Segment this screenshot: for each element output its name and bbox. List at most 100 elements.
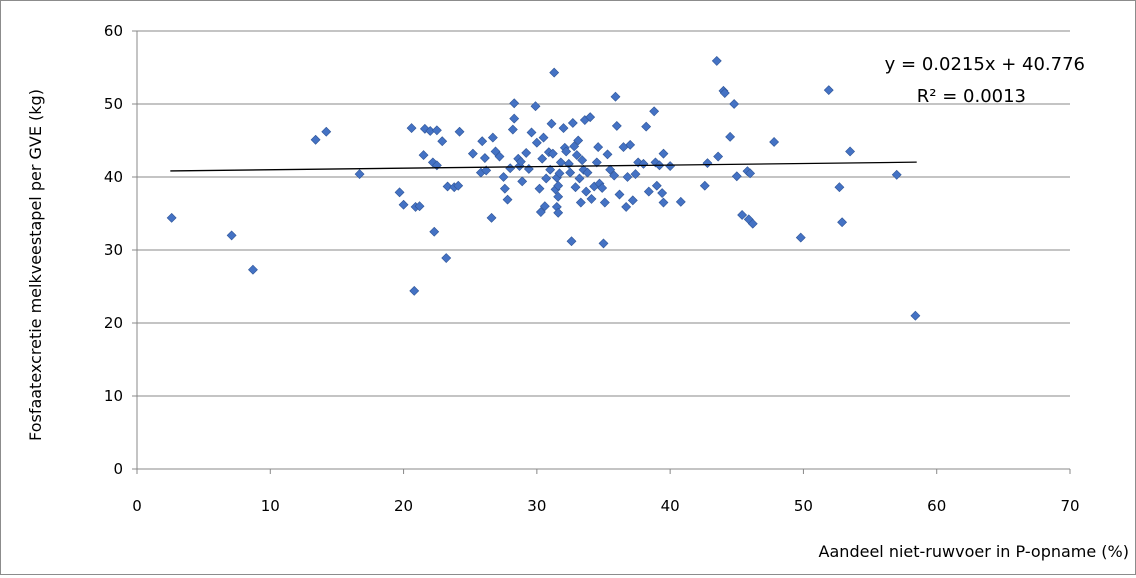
data-point (554, 168, 565, 179)
x-tick-labels: 0 10 20 30 40 50 60 70 (132, 469, 1080, 515)
data-point (713, 151, 724, 162)
y-axis-title: Fosfaatexcretie melkveestapel per GVE (k… (26, 89, 45, 441)
data-point (641, 121, 652, 132)
x-tick-label: 60 (927, 497, 946, 515)
data-point (479, 153, 490, 163)
data-point (547, 148, 558, 159)
data-point (571, 150, 582, 161)
data-point (538, 132, 549, 143)
data-point (729, 99, 740, 109)
x-tick-label: 70 (1060, 497, 1079, 515)
data-point (561, 146, 572, 157)
data-point (354, 169, 365, 180)
data-point (622, 172, 633, 182)
data-point (477, 136, 488, 147)
data-point (769, 137, 780, 147)
data-point (910, 310, 921, 321)
data-point (702, 158, 713, 169)
data-point (429, 226, 440, 237)
data-point (567, 118, 578, 128)
data-point (534, 183, 545, 194)
data-point (665, 161, 676, 171)
x-tick-label: 10 (261, 497, 280, 515)
data-point (834, 182, 845, 193)
data-point (719, 88, 730, 98)
data-point (409, 285, 420, 296)
data-point (573, 135, 584, 146)
data-point (535, 207, 546, 217)
data-point (891, 169, 902, 180)
data-point (541, 173, 552, 184)
data-point (517, 176, 528, 187)
data-point (507, 124, 518, 135)
data-point (394, 187, 405, 198)
data-point (614, 189, 625, 200)
data-point (658, 197, 669, 208)
data-point (795, 232, 806, 243)
data-point (467, 148, 478, 159)
y-tick-label: 0 (113, 460, 123, 478)
data-point (649, 106, 660, 117)
data-point (586, 193, 597, 204)
data-point (651, 180, 662, 191)
data-point (502, 194, 513, 205)
y-tick-label: 10 (104, 387, 123, 405)
data-point (611, 120, 622, 131)
data-point (575, 197, 586, 208)
data-point (610, 91, 621, 102)
y-tick-label: 30 (104, 241, 123, 259)
y-tick-labels: 0 10 20 30 40 50 60 (104, 22, 137, 478)
data-point (166, 212, 177, 223)
data-point (837, 217, 848, 228)
data-point (523, 164, 534, 174)
data-point (442, 181, 453, 192)
x-tick-label: 0 (132, 497, 142, 515)
data-point (581, 186, 592, 197)
data-point (823, 85, 834, 96)
data-point (537, 153, 548, 164)
data-point (431, 125, 442, 136)
data-point (553, 191, 564, 202)
data-point (657, 188, 668, 198)
y-tick-label: 40 (104, 168, 123, 186)
y-tick-label: 50 (104, 95, 123, 113)
data-point (505, 163, 516, 174)
data-point (549, 67, 560, 78)
y-tick-label: 20 (104, 314, 123, 332)
data-point (597, 183, 608, 193)
data-point (553, 180, 564, 191)
gridlines (137, 30, 1070, 397)
data-point (539, 201, 550, 212)
data-points (166, 56, 921, 321)
data-point (566, 236, 577, 247)
data-point (226, 230, 237, 241)
data-point (398, 199, 409, 210)
data-point (699, 180, 710, 191)
data-point (711, 56, 722, 66)
data-point (441, 253, 452, 263)
data-point (745, 168, 756, 179)
data-point (310, 134, 321, 145)
data-point (747, 218, 758, 229)
data-point (487, 132, 498, 143)
data-point (582, 167, 593, 178)
data-point (486, 212, 497, 223)
data-point (553, 207, 564, 218)
data-point (605, 164, 616, 175)
data-point (599, 197, 610, 208)
data-point (609, 170, 620, 181)
data-point (602, 149, 613, 160)
x-tick-label: 50 (794, 497, 813, 515)
data-point (598, 238, 609, 249)
data-point (658, 148, 669, 159)
data-point (499, 183, 510, 194)
data-point (558, 123, 569, 134)
trendline-group (170, 161, 917, 172)
trendline-r2: R² = 0.0013 (917, 86, 1026, 107)
data-point (509, 113, 520, 124)
data-point (638, 158, 649, 169)
data-point (565, 167, 576, 178)
data-point (406, 123, 417, 134)
data-point (545, 164, 556, 175)
data-point (675, 196, 686, 207)
